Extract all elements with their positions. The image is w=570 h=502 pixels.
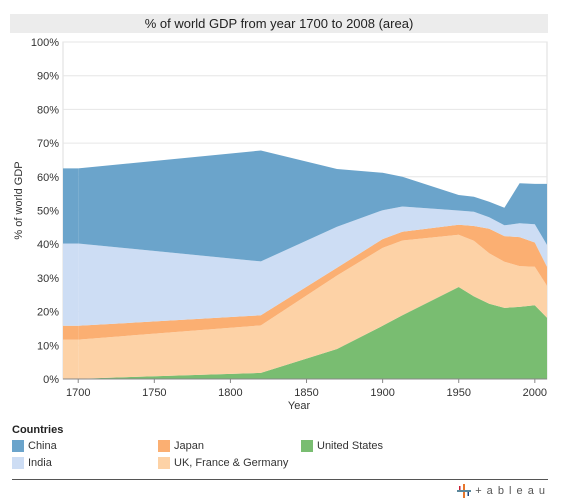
y-tick-label: 20% [37, 307, 59, 319]
x-tick-label: 1800 [218, 387, 242, 399]
area-china [78, 150, 547, 262]
area-left-extension [63, 325, 79, 340]
legend-label: UK, France & Germany [174, 457, 289, 469]
x-tick-label: 1750 [142, 387, 166, 399]
legend-swatch [158, 440, 170, 452]
area-united-states [78, 287, 547, 379]
chart-title-text: % of world GDP from year 1700 to 2008 (a… [144, 16, 414, 31]
legend-swatch [12, 440, 24, 452]
legend-item-uk-france-germany[interactable]: UK, France & Germany [158, 455, 288, 471]
legend-swatch [301, 440, 313, 452]
legend-swatch [158, 457, 170, 469]
y-tick-label: 60% [37, 172, 59, 184]
x-tick-label: 2000 [523, 387, 547, 399]
area-left-extension [63, 168, 79, 244]
x-tick-label: 1700 [66, 387, 90, 399]
logo-text: + a b l e a u [475, 485, 546, 497]
tableau-cross-icon [457, 484, 472, 498]
y-tick-label: 40% [37, 239, 59, 251]
tableau-logo[interactable]: + a b l e a u [457, 483, 546, 499]
legend-label: India [28, 457, 52, 469]
x-tick-label: 1850 [294, 387, 318, 399]
legend-item-india[interactable]: India [12, 455, 52, 471]
y-tick-label: 10% [37, 340, 59, 352]
legend-swatch [12, 457, 24, 469]
legend-item-japan[interactable]: Japan [158, 438, 204, 454]
x-tick-label: 1950 [446, 387, 470, 399]
y-tick-label: 70% [37, 138, 59, 150]
y-tick-label: 50% [37, 206, 59, 218]
legend-title: Countries [12, 424, 64, 436]
chart-area: 0% 10% 20% 30% 40% 50% 60% 70% 80% 90% 100% 1700 175… [0, 34, 570, 414]
legend-label: China [28, 440, 57, 452]
legend: Countries China India Japan UK, France &… [12, 424, 552, 474]
area-left-extension [63, 243, 79, 326]
x-axis-label: Year [288, 400, 311, 412]
y-tick-label: 90% [37, 71, 59, 83]
chart-title: % of world GDP from year 1700 to 2008 (a… [10, 14, 548, 33]
legend-item-united-states[interactable]: United States [301, 438, 383, 454]
y-tick-label: 30% [37, 273, 59, 285]
legend-item-china[interactable]: China [12, 438, 57, 454]
area-chart: 0% 10% 20% 30% 40% 50% 60% 70% 80% 90% 100% 1700 175… [13, 37, 548, 412]
area-japan [78, 224, 547, 340]
x-tick-label: 1900 [370, 387, 394, 399]
legend-label: Japan [174, 440, 204, 452]
footer-divider [12, 479, 548, 480]
y-tick-label: 100% [31, 37, 59, 49]
area-india [78, 206, 547, 326]
area-uk-france-germany [78, 234, 547, 379]
legend-label: United States [317, 440, 384, 452]
legend-items: China India Japan UK, France & Germany U… [12, 438, 552, 472]
area-left-extension [63, 339, 79, 379]
y-tick-label: 80% [37, 104, 59, 116]
y-tick-label: 0% [43, 374, 59, 386]
y-axis-label: % of world GDP [13, 161, 25, 239]
